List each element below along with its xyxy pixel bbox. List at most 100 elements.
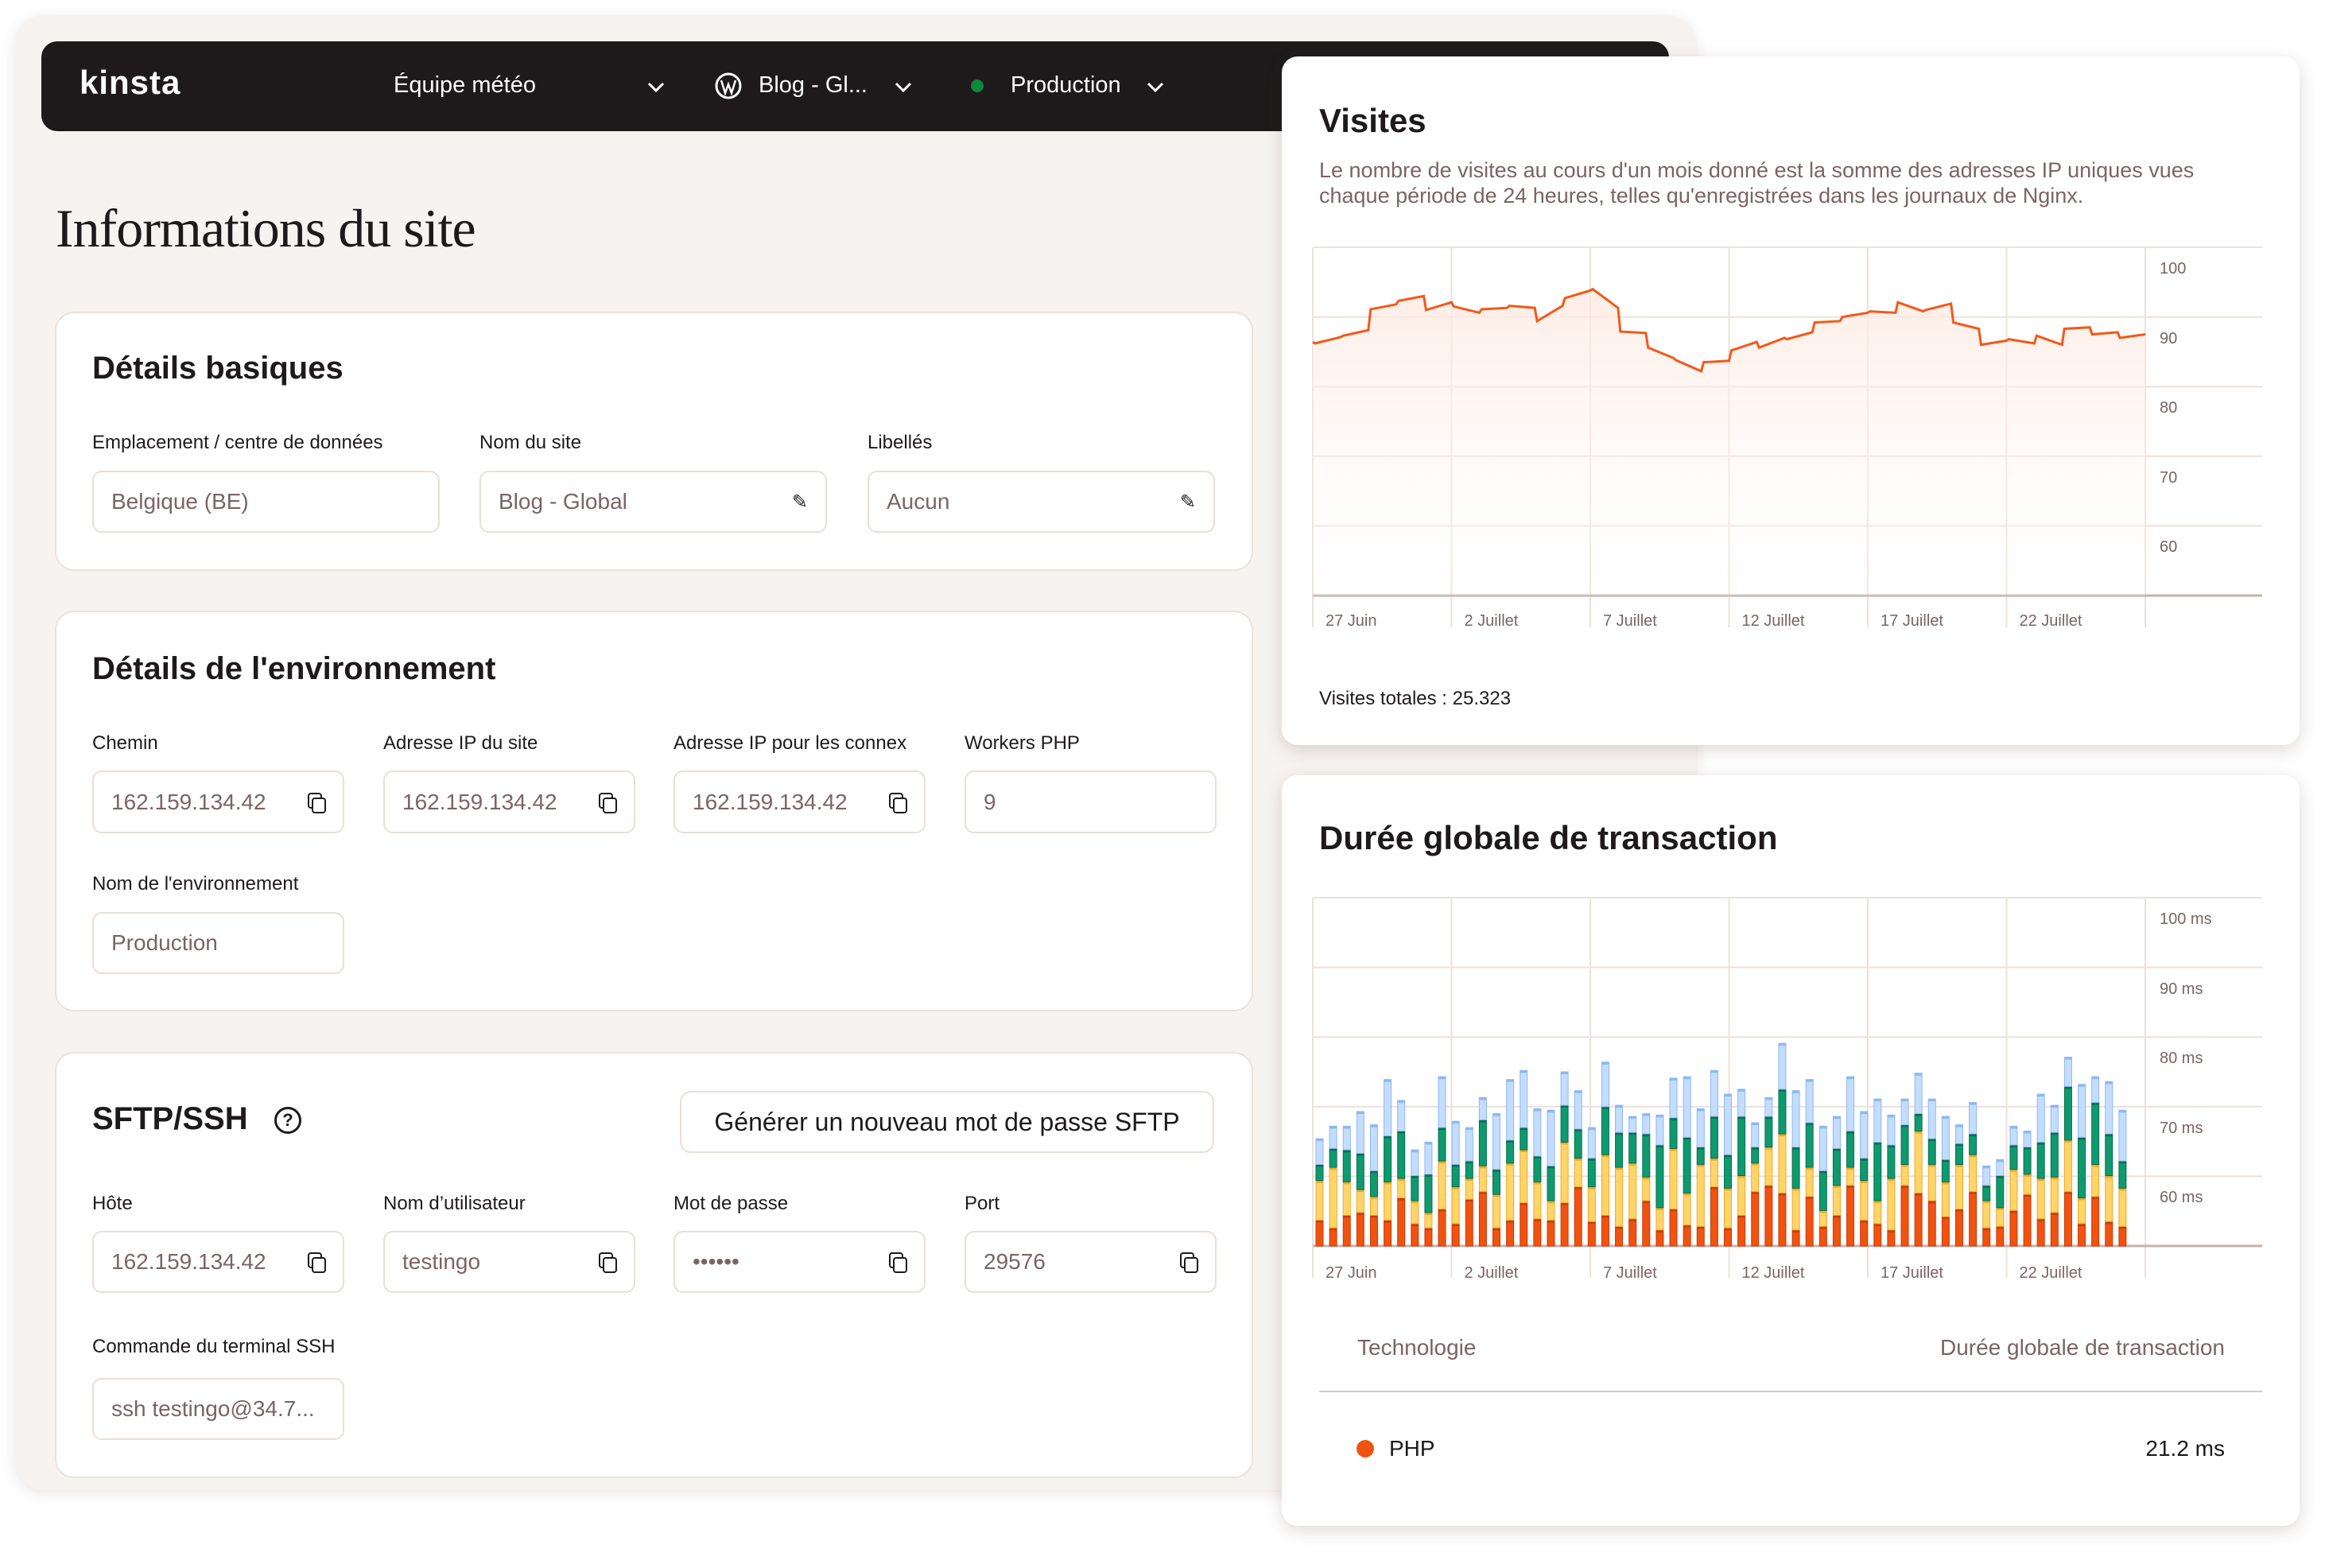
bar-segment [2009,1169,2018,1211]
field-value: ssh testingo@34.7... [111,1396,315,1421]
help-icon[interactable]: ? [274,1107,301,1134]
bar-segment [1969,1102,1978,1135]
password-field: •••••• [673,1231,926,1293]
bar-segment-cap [1465,1127,1473,1131]
bar-segment-cap [1915,1131,1923,1134]
environment-switcher[interactable]: Production [1011,72,1121,98]
bar-segment-cap [1655,1207,1663,1210]
bar-segment-cap [1846,1131,1854,1134]
host-field: 162.159.134.42 [92,1231,344,1293]
bar-segment-cap [1887,1144,1895,1147]
bar-segment [2050,1104,2059,1133]
bar-segment-cap [1683,1225,1691,1228]
bar-segment-cap [1670,1077,1678,1081]
field-label: Adresse IP du site [383,732,538,754]
chevron-down-icon[interactable] [1146,81,1165,94]
bar-segment [1900,1185,1909,1247]
page-title: Informations du site [56,198,476,258]
bar-segment-cap [1424,1228,1432,1231]
bar-segment [2118,1160,2127,1189]
bar-segment-cap [1479,1166,1487,1169]
company-switcher[interactable]: Équipe météo [394,72,536,98]
field-label: Adresse IP pour les connex [673,732,907,754]
bar-segment-cap [1642,1201,1650,1204]
site-switcher[interactable]: Blog - Gl... [759,72,868,98]
visits-description: Le nombre de visites au cours d'un mois … [1319,158,2195,208]
copy-icon[interactable] [599,792,617,813]
bar-segment-cap [1955,1209,1963,1212]
copy-icon[interactable] [889,1252,907,1273]
field-value: 162.159.134.42 [402,789,557,814]
bar-segment-cap [1928,1139,1936,1142]
bar-segment-cap [1316,1220,1323,1223]
chevron-down-icon[interactable] [894,81,913,94]
copy-icon[interactable] [1180,1252,1198,1273]
bar-segment-cap [1628,1132,1636,1135]
bar-segment-cap [2118,1110,2126,1113]
bar-segment-cap [1411,1175,1419,1178]
field-value: Production [111,930,218,955]
bar-segment [1587,1186,1596,1222]
bar-segment [1846,1166,1855,1186]
bar-segment [2050,1131,2059,1178]
bar-segment [1683,1192,1691,1226]
x-tick-label: 22 Juillet [2019,612,2082,630]
bar-segment [1315,1220,1324,1247]
bar-segment-cap [1737,1175,1745,1178]
bar-segment-cap [1642,1177,1650,1180]
bar-segment-cap [1424,1142,1432,1145]
bar-segment [1615,1166,1624,1227]
card-title: Détails basiques [92,351,344,386]
bar-segment-cap [2037,1142,2045,1145]
environment-name-field: Production [92,912,344,974]
field-label: Nom du site [479,432,582,453]
bar-segment-cap [1955,1143,1963,1147]
bar-segment [1451,1164,1460,1188]
chevron-down-icon[interactable] [646,81,666,94]
bar-segment [1696,1108,1705,1148]
kinsta-logo[interactable]: kinsta [80,64,181,101]
bar-segment [1778,1133,1787,1193]
bar-segment [2036,1178,2045,1220]
bar-segment [1751,1162,1760,1193]
bar-segment [1315,1180,1324,1221]
bar-segment [1533,1218,1542,1247]
bar-segment [1520,1149,1528,1204]
bar-segment-cap [1438,1161,1446,1164]
copy-icon[interactable] [599,1252,617,1273]
bar-segment [1533,1155,1542,1182]
bar-segment [1764,1116,1773,1148]
y-tick-label: 90 ms [2160,980,2203,998]
x-tick-label: 12 Juillet [1741,1264,1805,1282]
bar-segment-cap [1819,1170,1827,1174]
bar-segment-cap [1547,1201,1555,1204]
bar-segment-cap [1982,1166,1990,1169]
bar-segment [2091,1076,2100,1104]
field-label: Nom d’utilisateur [383,1193,526,1214]
bar-segment [1574,1090,1582,1130]
field-label: Chemin [92,732,158,754]
bar-segment-cap [1384,1182,1392,1185]
bar-segment-cap [1479,1191,1487,1194]
field-label: Mot de passe [673,1193,789,1214]
bar-segment [2050,1176,2059,1213]
table-header-technology: Technologie [1357,1335,1477,1360]
bar-segment-cap [1724,1155,1732,1158]
edit-icon[interactable]: ✎ [791,491,808,513]
generate-sftp-password-button[interactable]: Générer un nouveau mot de passe SFTP [680,1091,1214,1153]
bar-segment-cap [1370,1124,1378,1127]
bar-segment-cap [1329,1126,1337,1129]
bar-segment-cap [1969,1102,1977,1105]
x-tick-label: 17 Juillet [1881,1264,1943,1282]
bar-segment-cap [1438,1209,1446,1212]
bar-segment [1655,1144,1664,1209]
copy-icon[interactable] [308,1252,326,1273]
x-tick-label: 17 Juillet [1881,612,1943,630]
copy-icon[interactable] [889,792,907,813]
field-label: Commande du terminal SSH [92,1336,336,1357]
bar-segment [1478,1119,1487,1166]
bar-segment-cap [2037,1218,2045,1221]
edit-icon[interactable]: ✎ [1179,491,1196,513]
bar-segment-cap [1969,1133,1977,1136]
copy-icon[interactable] [308,792,326,813]
